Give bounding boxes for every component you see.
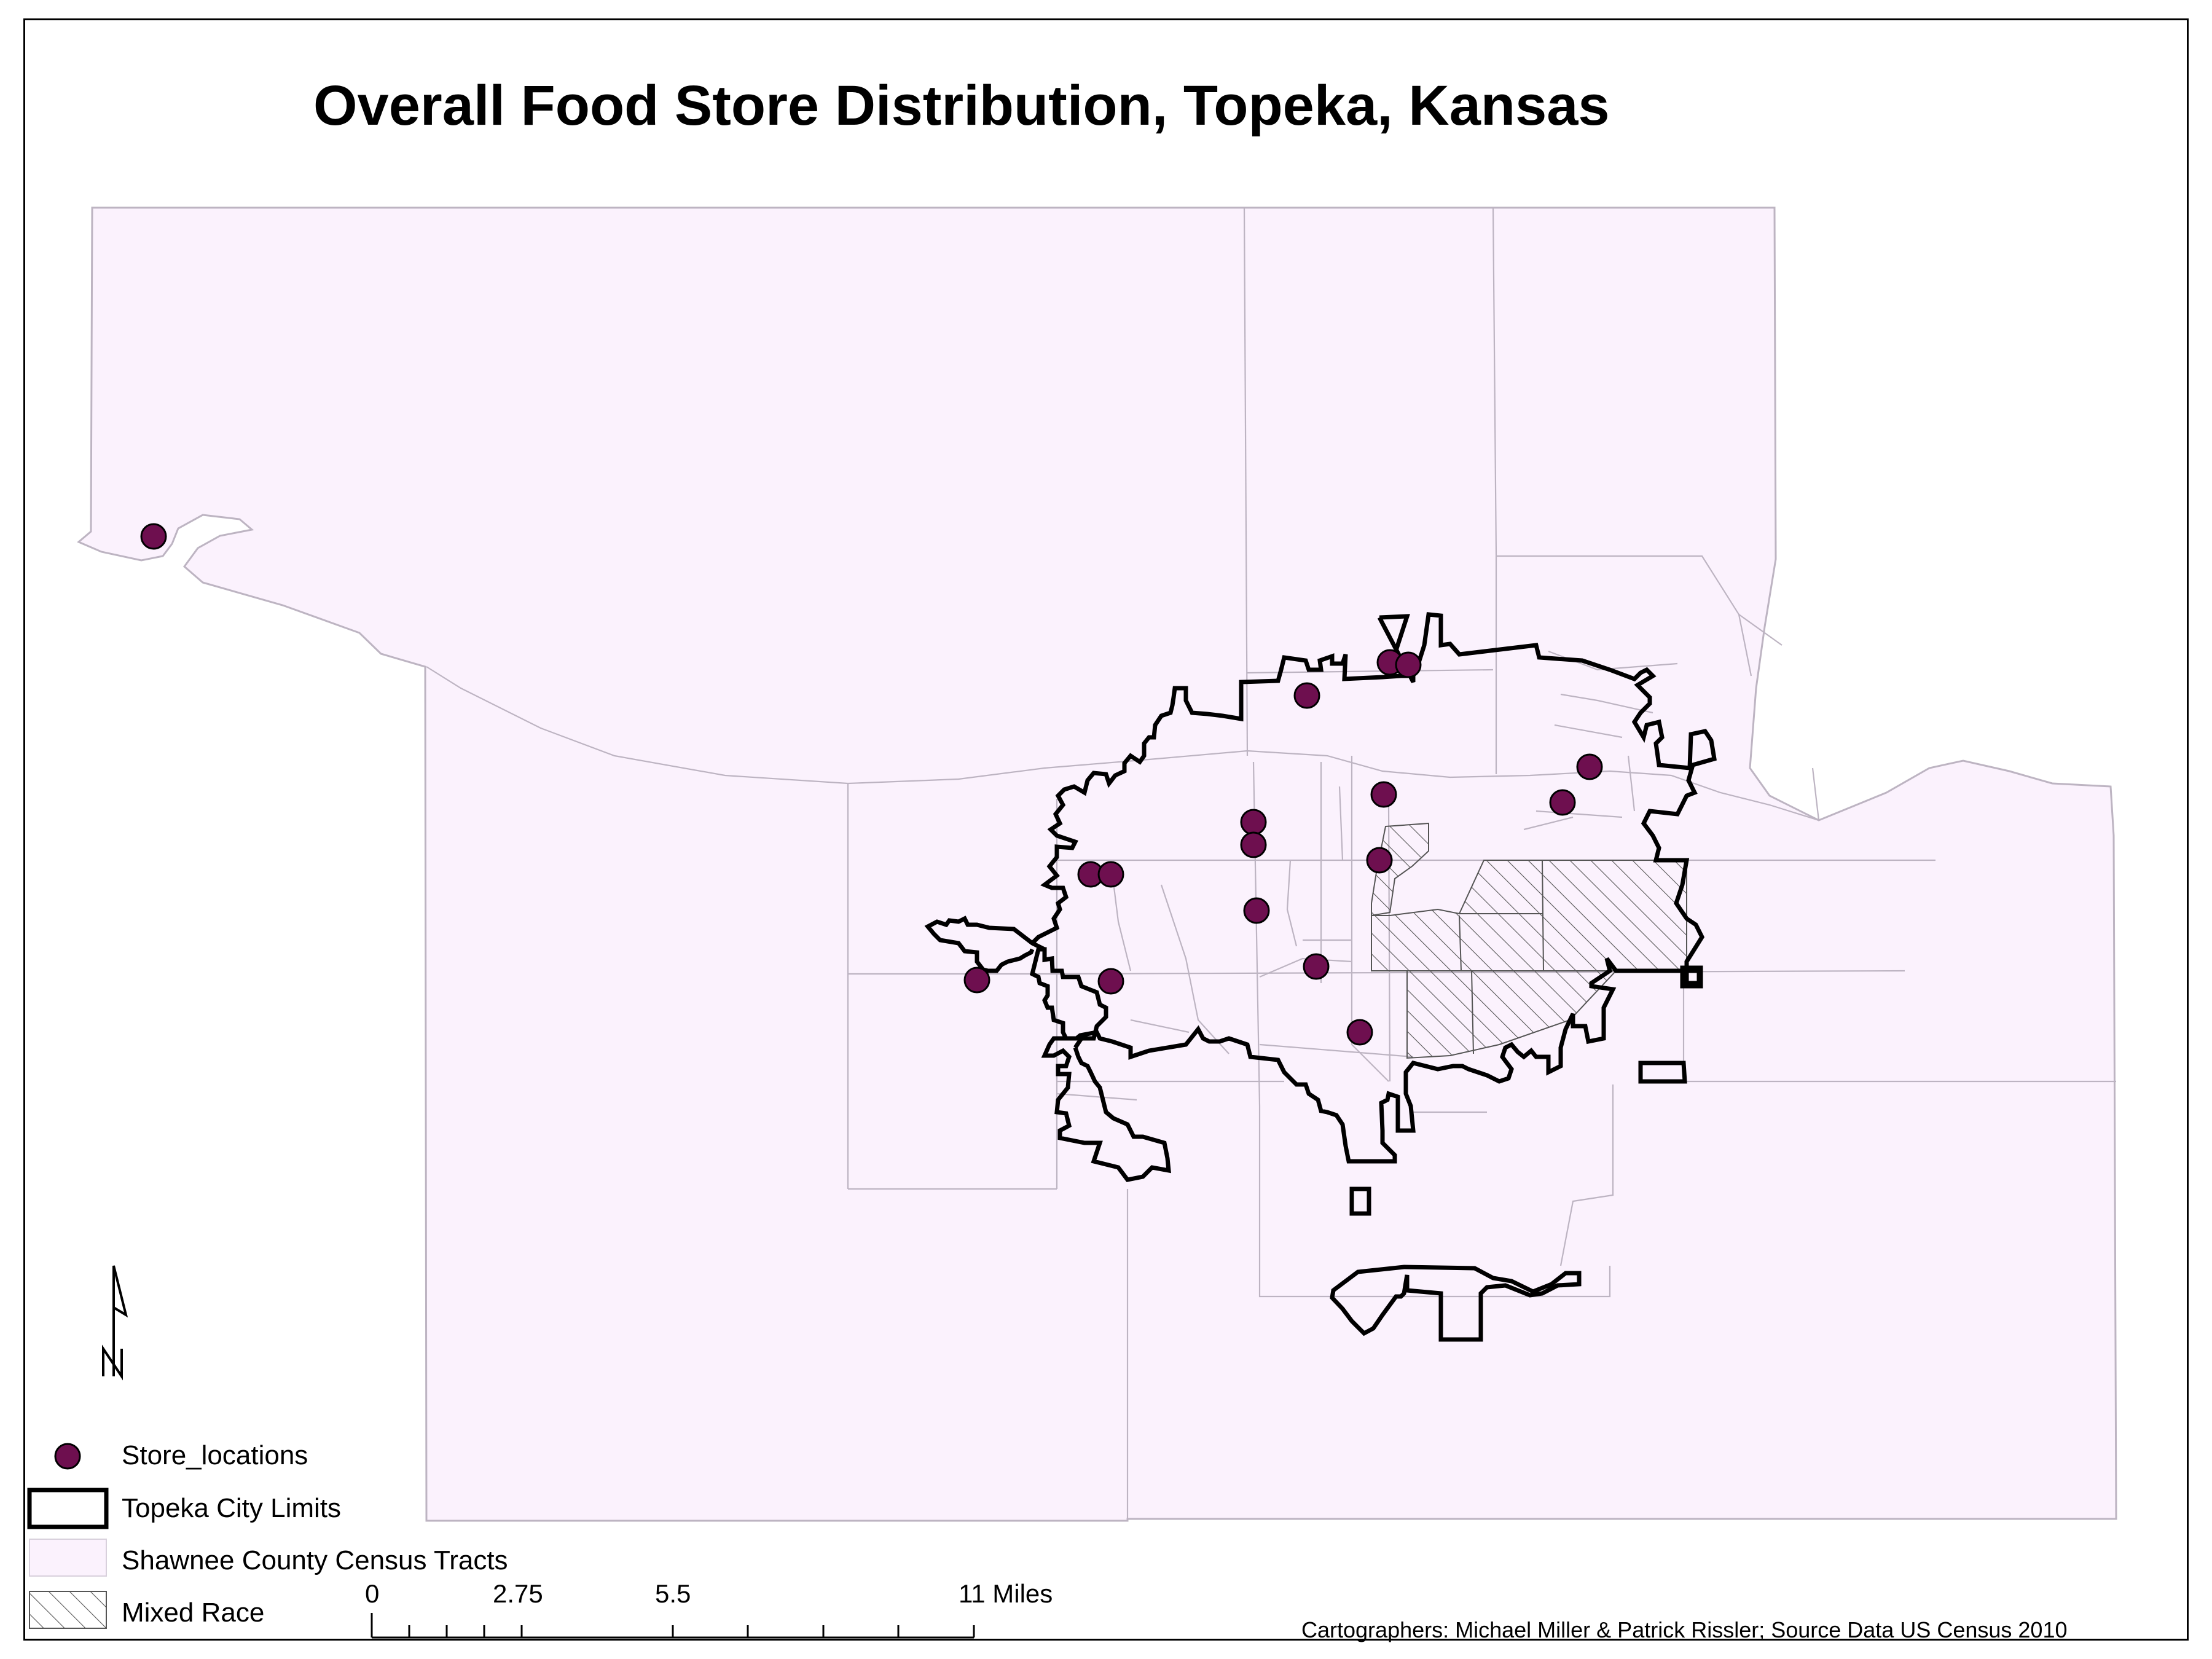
city-limits-southeast-parcel <box>1638 1061 1687 1084</box>
store-location <box>1097 968 1124 995</box>
legend-label-tracts: Shawnee County Census Tracts <box>122 1545 508 1575</box>
city-limits-northwest <box>1030 616 1416 945</box>
city-limits <box>924 612 1717 1342</box>
mixed-race-tract <box>1371 822 1429 917</box>
legend-label-stores: Store_locations <box>122 1440 308 1470</box>
city-limits-main <box>1041 612 1717 1182</box>
store-location <box>1293 682 1320 709</box>
city-limits-west <box>1029 947 1108 1049</box>
store-location <box>1395 651 1422 678</box>
store-location <box>1240 831 1267 858</box>
map-title: Overall Food Store Distribution, Topeka,… <box>313 74 1610 137</box>
legend-tract-swatch <box>29 1539 107 1577</box>
legend-city-swatch <box>27 1488 109 1529</box>
store-locations <box>140 523 1603 1046</box>
store-location <box>963 967 990 994</box>
scale-label-2-75: 2.75 <box>493 1579 543 1608</box>
legend-store-marker <box>54 1443 81 1470</box>
legend-hatch-swatch <box>29 1591 107 1629</box>
scale-label-0: 0 <box>365 1579 380 1608</box>
scale-label-11-miles: 11 Miles <box>959 1579 1053 1608</box>
store-location <box>1240 809 1267 836</box>
store-location <box>1576 753 1603 780</box>
north-arrow-icon <box>102 1265 128 1381</box>
store-location <box>1303 953 1330 980</box>
store-location <box>1549 789 1576 816</box>
store-location <box>1366 847 1393 874</box>
store-location <box>1370 781 1397 808</box>
store-location <box>1243 897 1270 924</box>
legend-label-mixed-race: Mixed Race <box>122 1598 265 1628</box>
credit-text: Cartographers: Michael Miller & Patrick … <box>1301 1617 2068 1642</box>
city-limits-south-annex <box>1330 1265 1582 1342</box>
store-location <box>1346 1019 1373 1046</box>
legend-swatches <box>27 1443 109 1629</box>
scale-bar <box>371 1613 975 1639</box>
legend-label-city-limits: Topeka City Limits <box>122 1493 342 1523</box>
scale-label-5-5: 5.5 <box>655 1579 691 1608</box>
store-location <box>140 523 167 550</box>
mixed-race-tracts <box>1371 822 1687 1059</box>
city-limits-west-notch <box>924 916 1046 973</box>
store-location <box>1097 861 1124 888</box>
city-limits-small-parcel <box>1349 1186 1371 1216</box>
city-limits-east-parcel <box>1680 965 1703 989</box>
